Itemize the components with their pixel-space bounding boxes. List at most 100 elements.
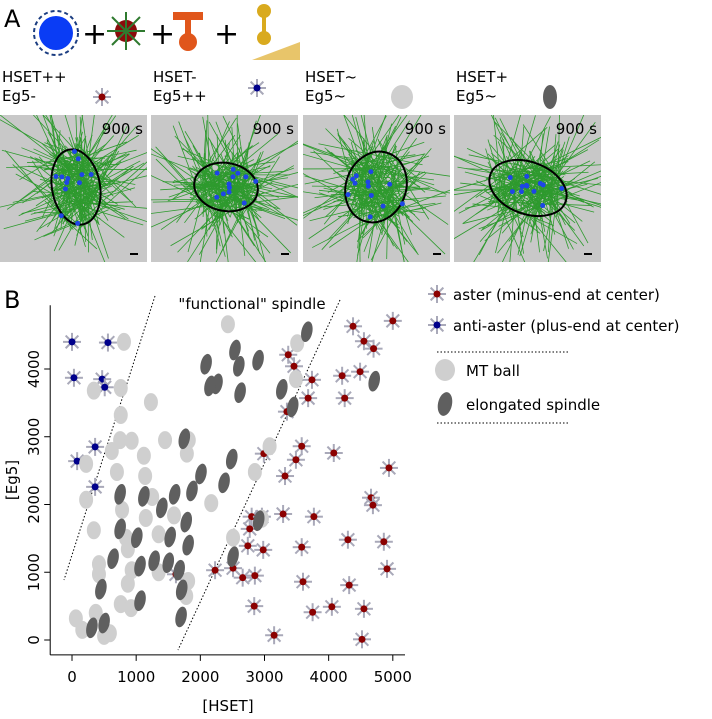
- legend-swatch: [436, 391, 455, 417]
- x-tick-label: 5000: [374, 668, 412, 686]
- motor: [559, 186, 564, 191]
- motor: [76, 156, 81, 161]
- aster-marker: [276, 467, 294, 485]
- aster-marker: [294, 573, 312, 591]
- x-tick-label: 1000: [117, 668, 155, 686]
- icon: [252, 42, 300, 60]
- aster-marker: [274, 505, 292, 523]
- aster-center: [292, 456, 299, 463]
- aster-center: [328, 603, 335, 610]
- aster-center: [309, 609, 316, 616]
- condition-label: Eg5~: [305, 87, 346, 105]
- x-tick-label: 2000: [181, 668, 219, 686]
- y-tick-label: 2000: [25, 485, 43, 523]
- motor: [541, 182, 546, 187]
- motor: [243, 174, 248, 179]
- aster-marker: [351, 363, 369, 381]
- aster-marker: [339, 531, 357, 549]
- motor: [221, 191, 226, 196]
- motor: [75, 221, 80, 226]
- motor: [540, 203, 545, 208]
- motor: [59, 174, 64, 179]
- motor: [365, 179, 370, 184]
- x-tick-label: 4000: [310, 668, 348, 686]
- aster-marker: [340, 576, 358, 594]
- spindle: [167, 483, 182, 506]
- mt-ball: [158, 431, 172, 449]
- motor: [242, 200, 247, 205]
- aster-center: [384, 565, 391, 572]
- aster-center: [251, 572, 258, 579]
- plus: +: [214, 17, 239, 52]
- aster-center: [434, 291, 441, 298]
- mt-ball: [204, 494, 218, 512]
- aster-center: [251, 603, 258, 610]
- aster-center: [280, 510, 287, 517]
- aster-marker: [378, 560, 396, 578]
- aster-marker: [93, 88, 111, 106]
- mt-ball: [125, 432, 139, 450]
- condition-panel: HSET-Eg5++900 s: [128, 68, 324, 280]
- motor: [508, 175, 513, 180]
- aster-marker: [380, 459, 398, 477]
- aster-marker: [333, 367, 351, 385]
- aster-center: [341, 395, 348, 402]
- motor: [59, 213, 64, 218]
- mt-ball: [105, 442, 119, 460]
- time-label: 900 s: [556, 120, 597, 138]
- aster-marker: [305, 508, 323, 526]
- annotation: "functional" spindle: [178, 295, 325, 313]
- condition-panel: HSET++Eg5-900 s: [0, 68, 166, 275]
- mt-ball: [110, 463, 124, 481]
- motor: [368, 214, 373, 219]
- y-tick-label: 3000: [25, 418, 43, 456]
- icon: [257, 31, 271, 45]
- mt-ball: [139, 509, 153, 527]
- motor: [520, 184, 525, 189]
- motor: [63, 186, 68, 191]
- condition-label: Eg5++: [153, 87, 207, 105]
- aster-center: [70, 374, 77, 381]
- plus: +: [82, 17, 107, 52]
- aster-center: [298, 544, 305, 551]
- motor: [72, 149, 77, 154]
- aster-center: [310, 513, 317, 520]
- motor: [381, 204, 386, 209]
- spindle-icon: [543, 85, 557, 109]
- icon: [185, 18, 191, 34]
- motor: [510, 189, 515, 194]
- aster-center: [101, 384, 108, 391]
- motor: [400, 201, 405, 206]
- aster-marker: [365, 340, 383, 358]
- motor: [368, 169, 373, 174]
- motor: [214, 195, 219, 200]
- aster-center: [244, 542, 251, 549]
- aster-center: [285, 351, 292, 358]
- aster-marker: [428, 316, 446, 334]
- panel-label: B: [4, 286, 20, 314]
- aster-center: [357, 368, 364, 375]
- mt-ball: [248, 463, 262, 481]
- motor: [253, 179, 258, 184]
- condition-label: Eg5-: [2, 87, 36, 105]
- icon: [107, 12, 145, 50]
- aster-marker: [336, 389, 354, 407]
- aster-marker: [384, 312, 402, 330]
- time-label: 900 s: [253, 120, 294, 138]
- motor: [519, 189, 524, 194]
- motor: [227, 190, 232, 195]
- aster-center: [344, 536, 351, 543]
- aster-center: [346, 582, 353, 589]
- motor: [346, 192, 351, 197]
- motor: [387, 182, 392, 187]
- aster-center: [308, 376, 315, 383]
- aster-center: [359, 636, 366, 643]
- aster-marker: [364, 496, 382, 514]
- condition-label: HSET++: [2, 68, 67, 86]
- condition-panel: HSET+Eg5~900 s: [437, 68, 640, 282]
- mt-ball: [144, 393, 158, 411]
- mt-ball: [152, 525, 166, 543]
- aster-center: [260, 546, 267, 553]
